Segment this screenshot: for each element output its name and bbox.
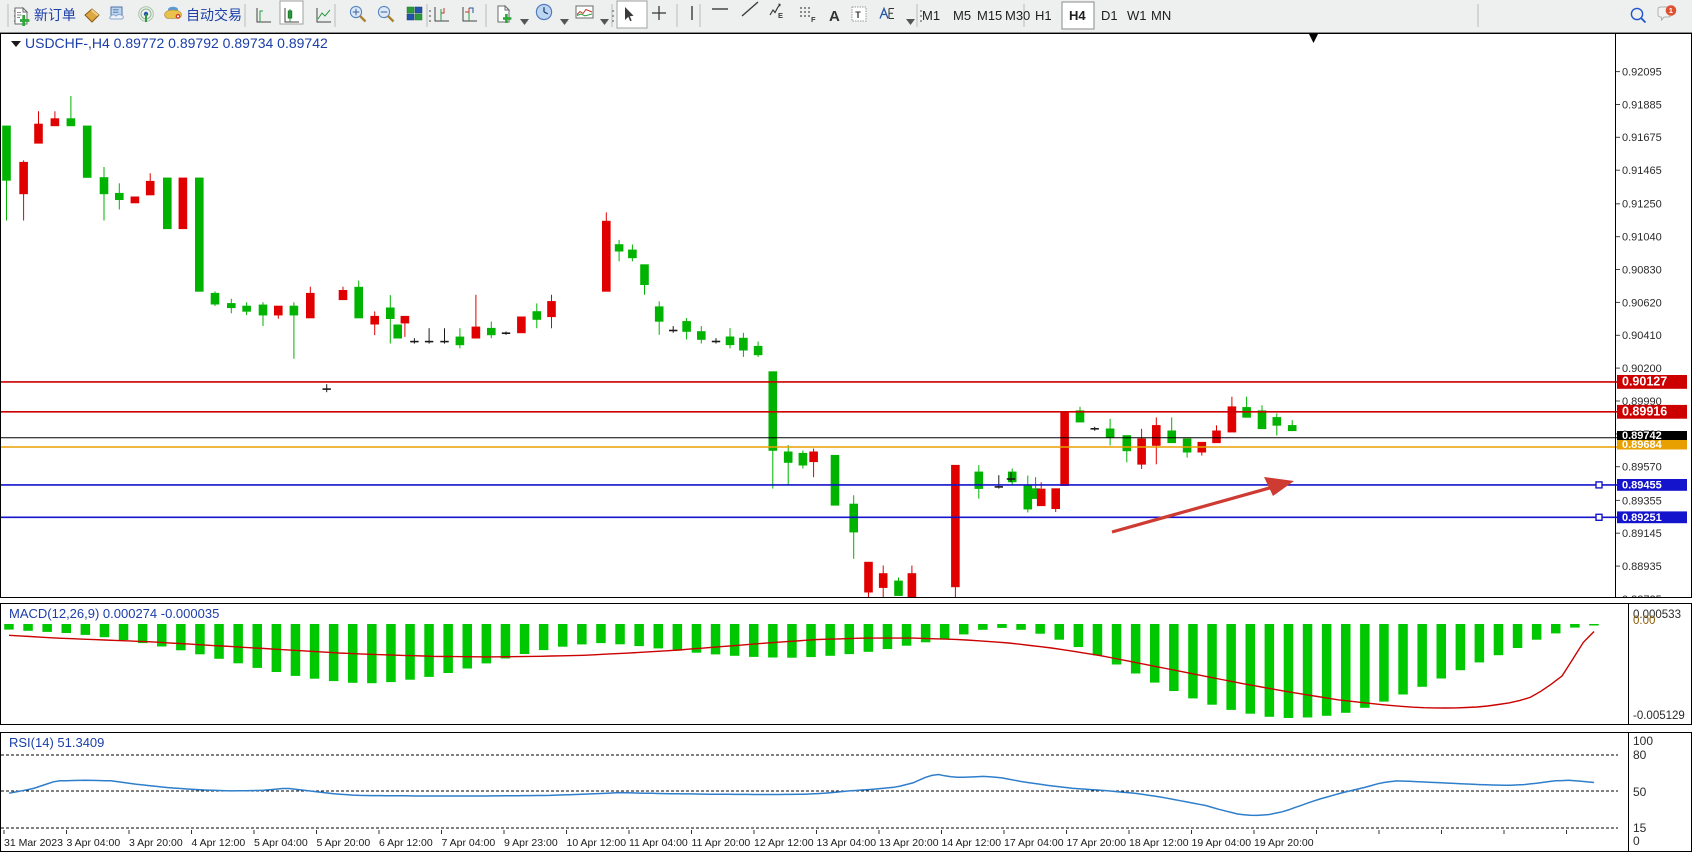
svg-text:15: 15: [1633, 821, 1647, 835]
svg-text:19 Apr 04:00: 19 Apr 04:00: [1192, 837, 1252, 849]
svg-text:0.90830: 0.90830: [1622, 264, 1662, 276]
svg-text:31 Mar 2023: 31 Mar 2023: [4, 837, 63, 849]
svg-text:5 Apr 04:00: 5 Apr 04:00: [254, 837, 308, 849]
svg-text:0.91250: 0.91250: [1622, 199, 1662, 211]
svg-text:13 Apr 04:00: 13 Apr 04:00: [817, 837, 877, 849]
svg-text:0.92095: 0.92095: [1622, 67, 1662, 79]
svg-text:M5: M5: [953, 8, 971, 23]
svg-text:T: T: [855, 10, 861, 20]
svg-text:6 Apr 12:00: 6 Apr 12:00: [379, 837, 433, 849]
svg-text:3 Apr 20:00: 3 Apr 20:00: [129, 837, 183, 849]
svg-text:0.91675: 0.91675: [1622, 132, 1662, 144]
svg-text:H4: H4: [1069, 8, 1086, 23]
svg-text:13 Apr 20:00: 13 Apr 20:00: [879, 837, 939, 849]
svg-text:0.90200: 0.90200: [1622, 363, 1662, 375]
svg-text:14 Apr 12:00: 14 Apr 12:00: [942, 837, 1002, 849]
svg-text:11 Apr 04:00: 11 Apr 04:00: [629, 837, 688, 849]
svg-text:USDCHF-,H4 0.89772 0.89792 0.: USDCHF-,H4 0.89772 0.89792 0.89734 0.897…: [25, 35, 328, 51]
svg-text:M30: M30: [1005, 8, 1030, 23]
svg-text:自动交易: 自动交易: [186, 7, 242, 23]
svg-text:0.89916: 0.89916: [1622, 405, 1667, 419]
svg-text:0.89355: 0.89355: [1622, 495, 1662, 507]
svg-text:0.89455: 0.89455: [1622, 480, 1662, 492]
svg-text:0.89145: 0.89145: [1622, 528, 1662, 540]
svg-text:10 Apr 12:00: 10 Apr 12:00: [567, 837, 627, 849]
svg-text:19 Apr 20:00: 19 Apr 20:00: [1254, 837, 1314, 849]
svg-text:W1: W1: [1127, 8, 1147, 23]
svg-text:1: 1: [1669, 6, 1673, 15]
svg-text:0.90410: 0.90410: [1622, 330, 1662, 342]
svg-text:12 Apr 12:00: 12 Apr 12:00: [754, 837, 814, 849]
svg-text:0.88725: 0.88725: [1622, 594, 1662, 598]
svg-text:17 Apr 04:00: 17 Apr 04:00: [1004, 837, 1064, 849]
svg-text:0.00: 0.00: [1633, 615, 1655, 627]
svg-text:0.91885: 0.91885: [1622, 99, 1662, 111]
svg-text:3 Apr 04:00: 3 Apr 04:00: [67, 837, 121, 849]
svg-text:80: 80: [1633, 748, 1647, 762]
svg-text:H1: H1: [1035, 8, 1052, 23]
svg-text:0.91465: 0.91465: [1622, 165, 1662, 177]
svg-text:11 Apr 20:00: 11 Apr 20:00: [692, 837, 751, 849]
svg-text:5 Apr 20:00: 5 Apr 20:00: [317, 837, 371, 849]
svg-text:100: 100: [1633, 734, 1653, 748]
svg-text:9 Apr 23:00: 9 Apr 23:00: [504, 837, 558, 849]
svg-text:F: F: [811, 15, 816, 24]
svg-text:0: 0: [1633, 834, 1640, 848]
svg-text:MACD(12,26,9) 0.000274 -0.0000: MACD(12,26,9) 0.000274 -0.000035: [9, 606, 219, 621]
svg-text:D1: D1: [1101, 8, 1118, 23]
svg-text:7 Apr 04:00: 7 Apr 04:00: [442, 837, 496, 849]
svg-text:0.89570: 0.89570: [1622, 462, 1662, 474]
svg-text:RSI(14) 51.3409: RSI(14) 51.3409: [9, 735, 104, 750]
svg-text:0.91040: 0.91040: [1622, 232, 1662, 244]
svg-text:0.90127: 0.90127: [1622, 375, 1667, 389]
svg-text:50: 50: [1633, 785, 1647, 799]
svg-text:18 Apr 12:00: 18 Apr 12:00: [1129, 837, 1189, 849]
svg-text:A: A: [829, 8, 840, 25]
svg-text:0.89684: 0.89684: [1622, 439, 1663, 451]
svg-text:MN: MN: [1151, 8, 1171, 23]
svg-text:-0.005129: -0.005129: [1633, 710, 1685, 722]
svg-text:0.88935: 0.88935: [1622, 561, 1662, 573]
svg-text:新订单: 新订单: [34, 7, 76, 23]
svg-text:E: E: [778, 11, 783, 20]
svg-text:0.89251: 0.89251: [1622, 512, 1662, 524]
svg-text:M15: M15: [977, 8, 1002, 23]
svg-text:4 Apr 12:00: 4 Apr 12:00: [192, 837, 246, 849]
svg-text:0.90620: 0.90620: [1622, 297, 1662, 309]
svg-text:M1: M1: [922, 8, 940, 23]
svg-text:17 Apr 20:00: 17 Apr 20:00: [1067, 837, 1127, 849]
